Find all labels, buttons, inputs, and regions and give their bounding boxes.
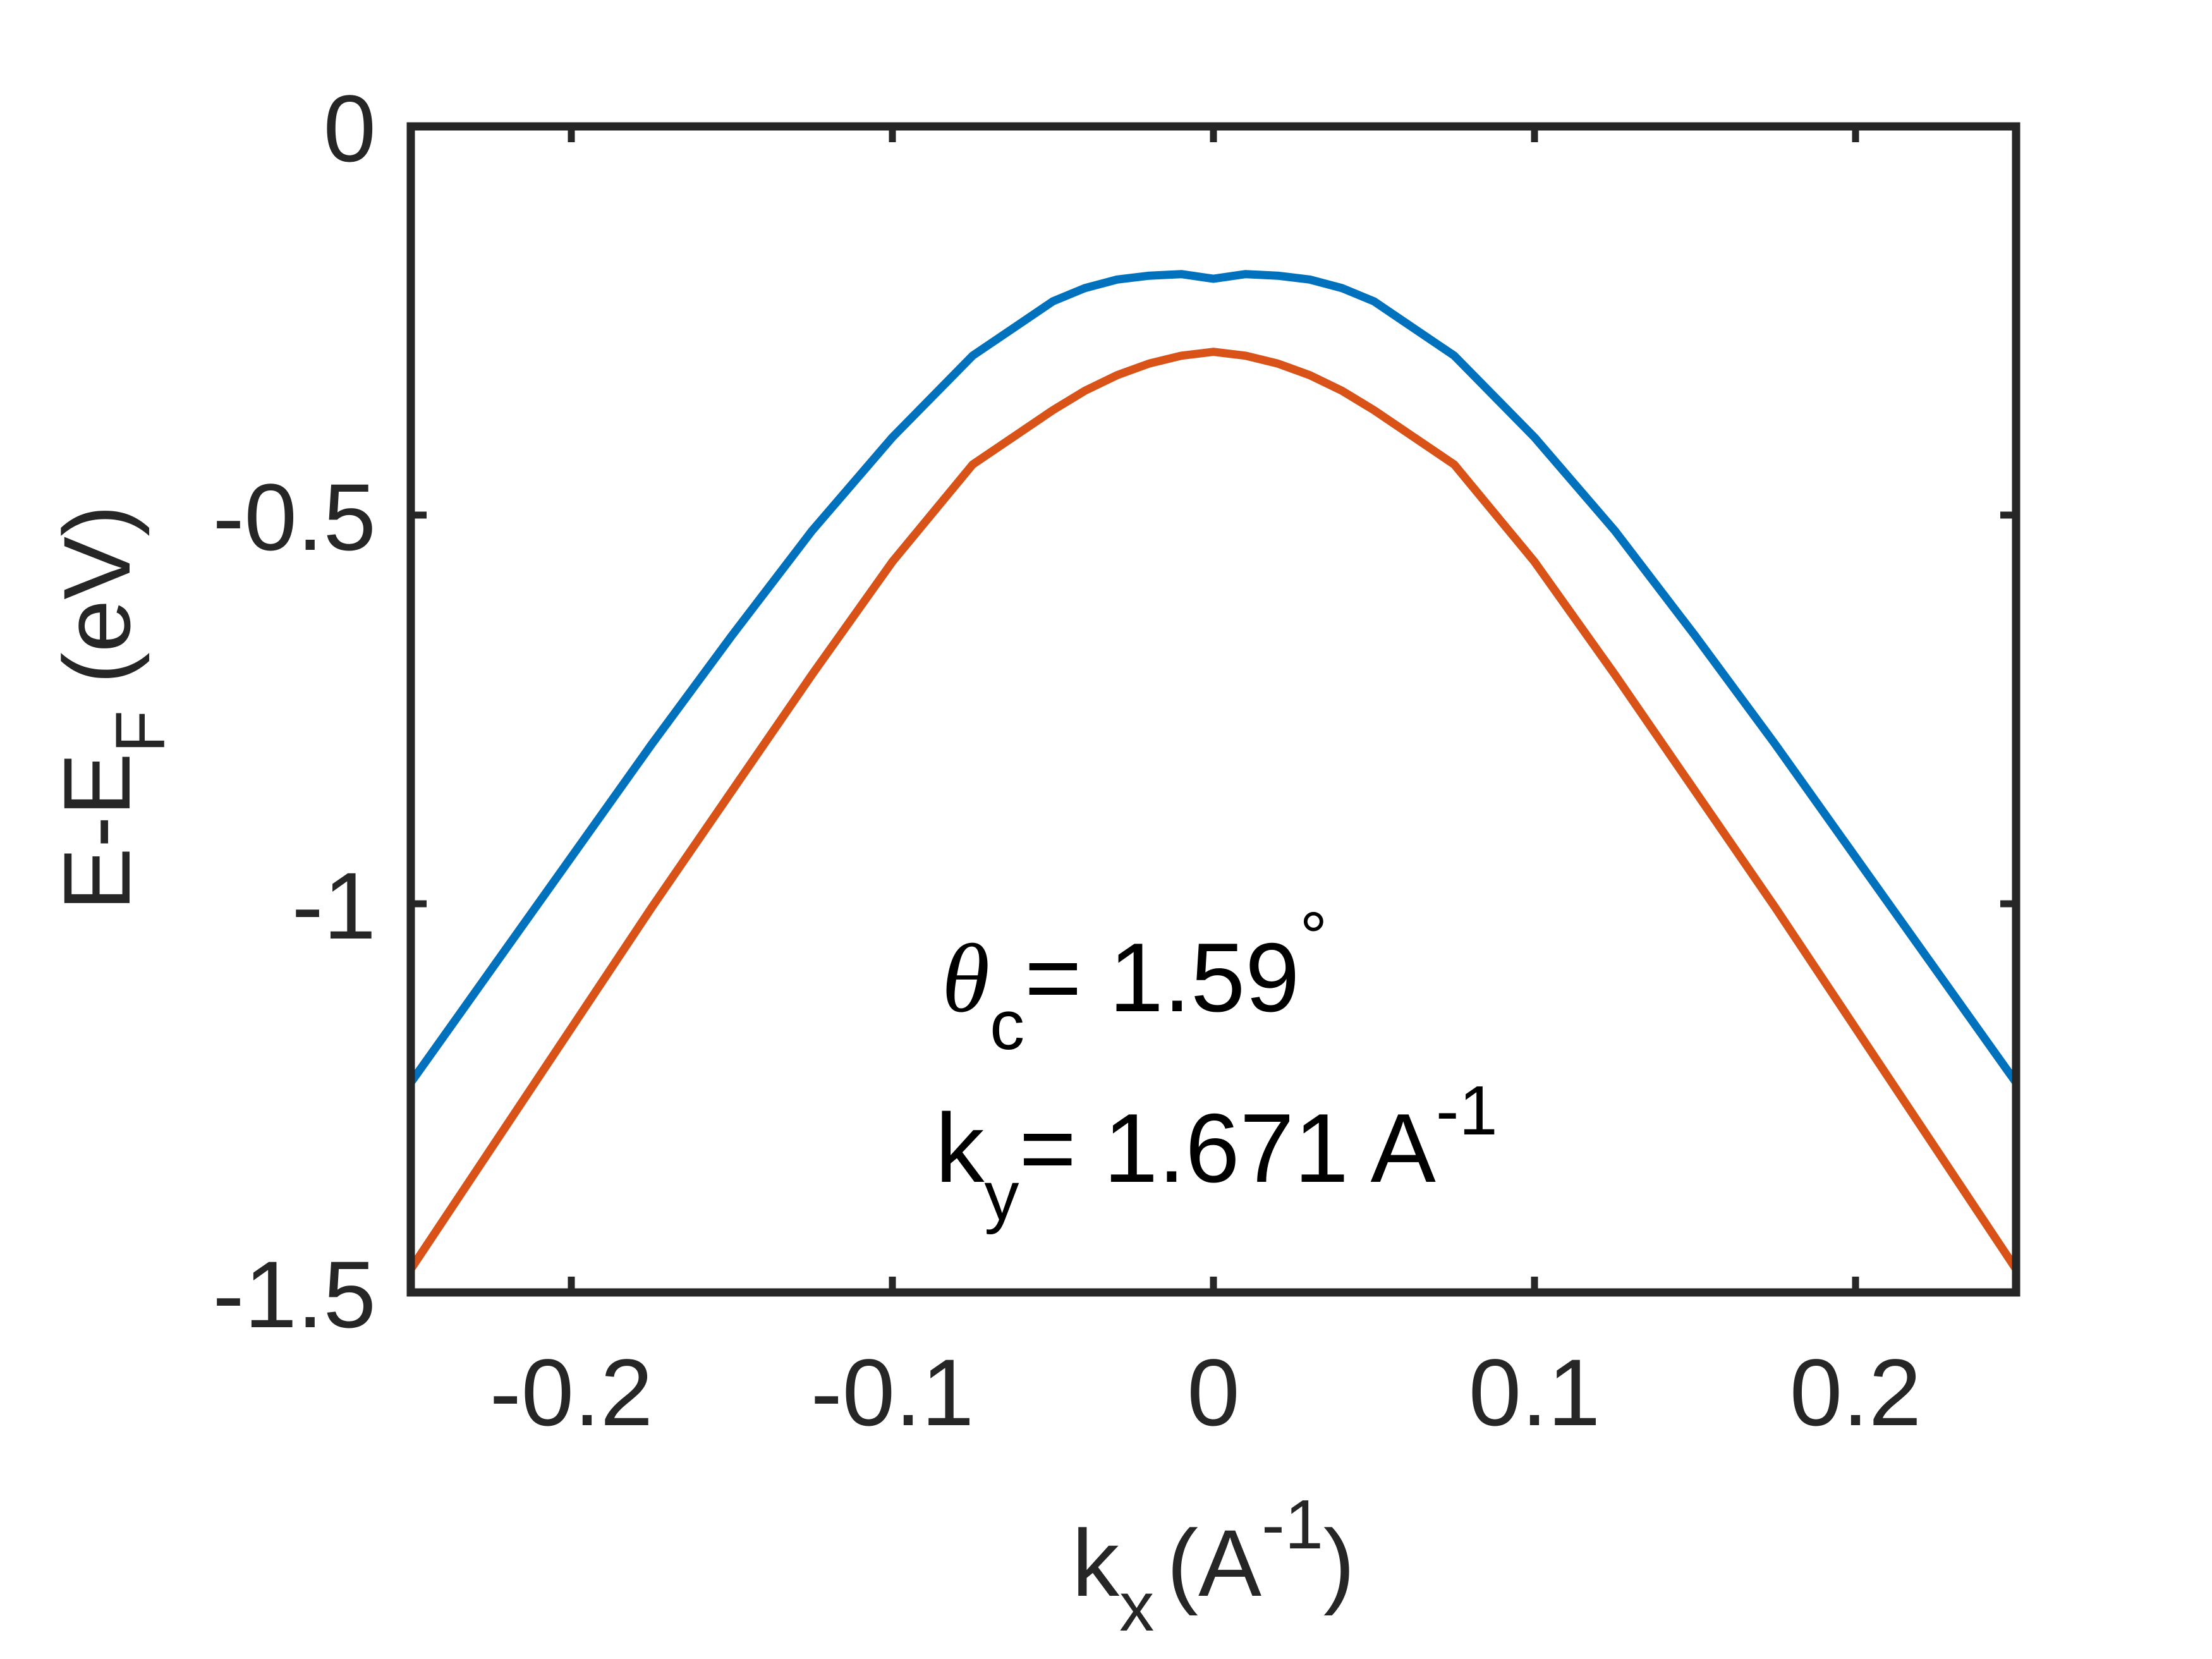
ky-sub: y	[985, 1157, 1019, 1235]
y-tick-labels: 0 -0.5 -1 -1.5	[213, 75, 376, 1347]
ky-value: = 1.671 A	[1019, 1093, 1437, 1203]
x-axis-label-unit: (A	[1167, 1510, 1261, 1616]
series-line-2	[406, 348, 2021, 1273]
plot-frame	[406, 122, 2021, 1297]
x-tick-labels: -0.2 -0.1 0 0.1 0.2	[490, 1339, 1922, 1445]
x-tick-label-2: 0	[1187, 1339, 1239, 1445]
y-tick-label-0: 0	[324, 75, 376, 181]
series-layer	[406, 270, 2021, 1273]
x-tick-label-4: 0.2	[1790, 1339, 1922, 1445]
y-tick-label-2: -1	[292, 853, 376, 959]
series-line-1	[406, 270, 2021, 1087]
x-axis-label-close: )	[1323, 1510, 1355, 1616]
theta-sub: c	[990, 987, 1024, 1064]
ky-symbol: k	[935, 1093, 985, 1203]
y-tick-label-1: -0.5	[213, 464, 376, 570]
x-tick-label-1: -0.1	[811, 1339, 974, 1445]
y-axis-label-unit: (eV)	[44, 505, 150, 710]
x-axis-label-sup: -1	[1261, 1486, 1323, 1564]
y-axis-label: E-EF (eV)	[44, 505, 179, 911]
ky-sup: -1	[1436, 1072, 1498, 1150]
x-axis-label-base: k	[1072, 1510, 1120, 1616]
x-tick-label-0: -0.2	[490, 1339, 653, 1445]
y-axis-label-base: E-E	[44, 753, 150, 911]
theta-annotation: θc= 1.59°	[942, 898, 1327, 1064]
y-tick-label-3: -1.5	[213, 1241, 376, 1347]
theta-value: = 1.59	[1024, 923, 1299, 1032]
x-axis-label-sub: x	[1119, 1568, 1154, 1646]
x-tick-label-3: 0.1	[1469, 1339, 1601, 1445]
ky-annotation: ky= 1.671 A-1	[935, 1072, 1498, 1235]
theta-degree: °	[1299, 898, 1327, 976]
y-axis-label-sub: F	[102, 710, 179, 753]
theta-symbol: θ	[942, 924, 990, 1033]
x-axis-label: kx (A-1)	[1072, 1486, 1355, 1646]
